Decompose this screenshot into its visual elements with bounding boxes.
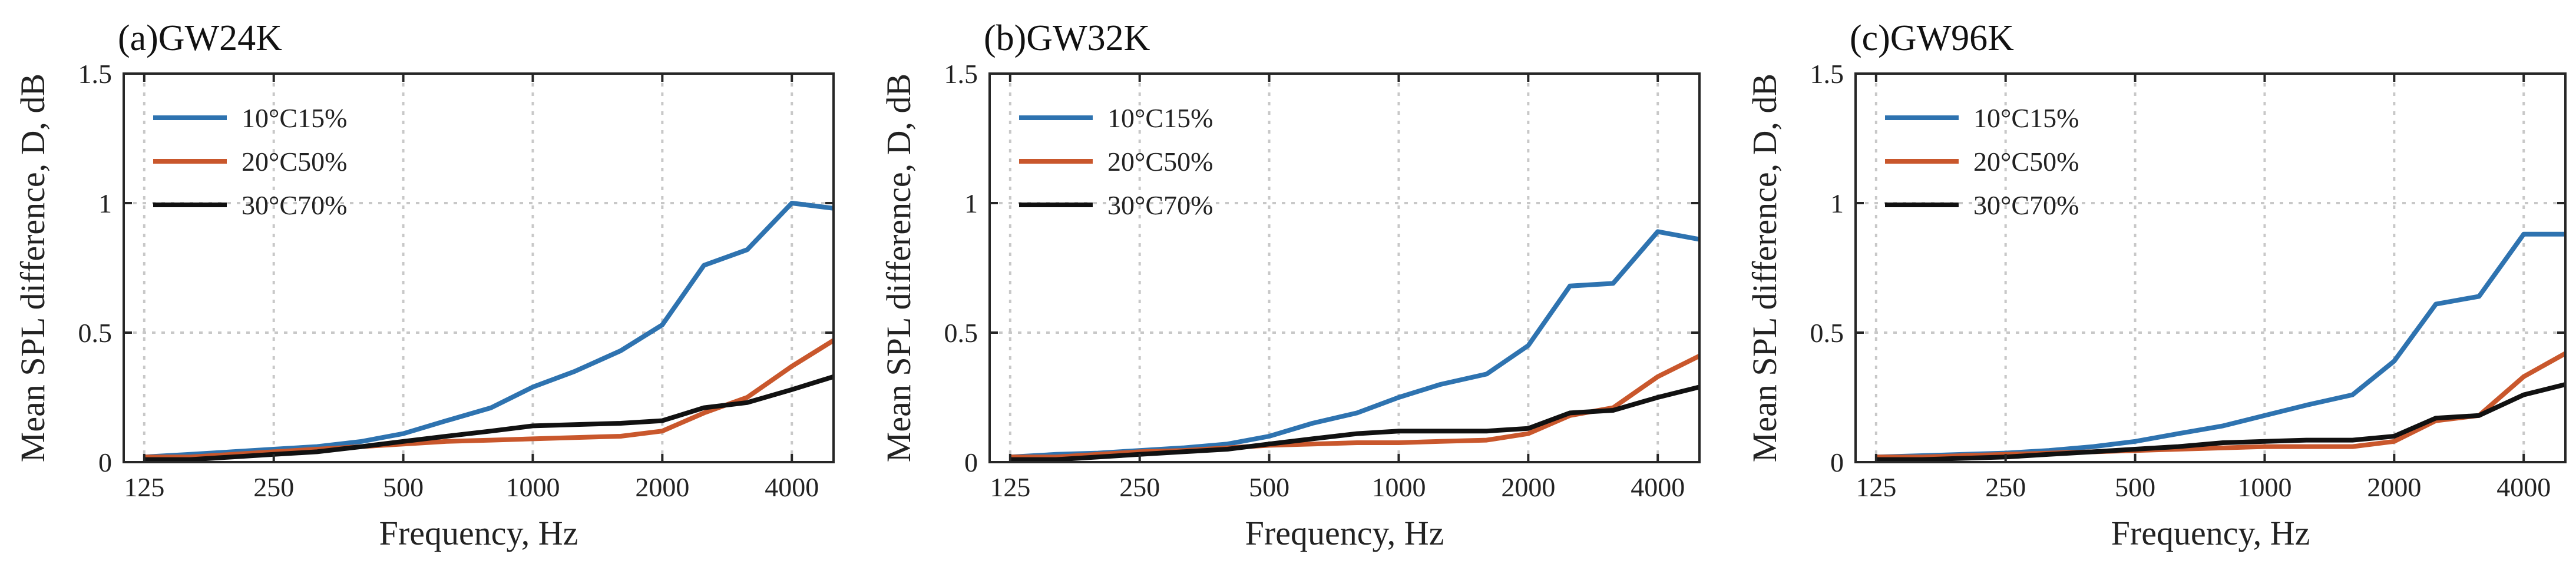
x-tick-label: 2000 [2367, 472, 2421, 502]
series-line-0 [144, 201, 834, 460]
panel-title: (b)GW32K [984, 18, 1150, 58]
y-tick-label: 1 [98, 188, 112, 218]
panel-0: 125 250 500 1000 2000 4000 0 0.5 1 1.5 Frequency, … [14, 18, 835, 552]
x-tick-label: 250 [1985, 472, 2026, 502]
axes-frame [988, 72, 1701, 463]
panel-2: 125 250 500 1000 2000 4000 0 0.5 1 1.5 Frequency, … [1745, 18, 2567, 552]
x-axis-label: Frequency, Hz [1245, 514, 1444, 552]
series-line-2 [1010, 384, 1700, 462]
y-tick-label: 0 [964, 447, 978, 477]
y-axis-label: Mean SPL difference, D, dB [14, 74, 52, 462]
x-tick-label: 500 [2115, 472, 2155, 502]
x-tick-label: 250 [253, 472, 294, 502]
x-tick-label: 125 [124, 472, 164, 502]
legend-label-2: 30°C70% [242, 190, 347, 220]
y-tick-label: 0.5 [944, 318, 978, 348]
x-tick-label: 4000 [2496, 472, 2551, 502]
legend-label-1: 20°C50% [242, 147, 347, 177]
x-axis-label: Frequency, Hz [2111, 514, 2310, 552]
series-line-2 [144, 374, 835, 462]
x-tick-label: 250 [1119, 472, 1160, 502]
legend-label-0: 10°C15% [1973, 103, 2079, 133]
y-tick-label: 0.5 [78, 318, 113, 348]
panel-title: (a)GW24K [118, 18, 282, 58]
x-tick-label: 125 [1856, 472, 1896, 502]
x-tick-label: 4000 [765, 472, 819, 502]
x-tick-label: 1000 [505, 472, 560, 502]
y-tick-label: 1.5 [944, 59, 978, 89]
y-tick-label: 0 [1830, 447, 1844, 477]
series-line-0 [1010, 229, 1700, 460]
axes-frame [123, 72, 835, 463]
y-tick-label: 1 [964, 188, 978, 218]
x-tick-label: 500 [1249, 472, 1289, 502]
y-tick-label: 1 [1830, 188, 1844, 218]
legend-label-1: 20°C50% [1107, 147, 1213, 177]
y-tick-label: 0.5 [1810, 318, 1844, 348]
x-tick-label: 125 [990, 472, 1030, 502]
x-tick-label: 1000 [1371, 472, 1426, 502]
series-line-2 [1876, 382, 2566, 462]
y-axis-label: Mean SPL difference, D, dB [1745, 74, 1784, 462]
legend-label-1: 20°C50% [1973, 147, 2079, 177]
y-tick-label: 1.5 [1810, 59, 1844, 89]
x-tick-label: 2000 [635, 472, 689, 502]
x-axis-label: Frequency, Hz [379, 514, 578, 552]
legend-label-0: 10°C15% [1107, 103, 1213, 133]
series-line-0 [1876, 231, 2565, 460]
x-tick-label: 4000 [1631, 472, 1685, 502]
x-tick-label: 1000 [2237, 472, 2291, 502]
legend-label-2: 30°C70% [1973, 190, 2079, 220]
series-line-1 [1010, 354, 1701, 460]
axes-frame [1854, 72, 2567, 463]
legend-label-0: 10°C15% [242, 103, 347, 133]
y-tick-label: 1.5 [78, 59, 113, 89]
legend-label-2: 30°C70% [1107, 190, 1213, 220]
y-tick-label: 0 [98, 447, 112, 477]
x-tick-label: 2000 [1501, 472, 1555, 502]
y-axis-label: Mean SPL difference, D, dB [879, 74, 918, 462]
series-line-1 [144, 338, 835, 460]
panel-1: 125 250 500 1000 2000 4000 0 0.5 1 1.5 Frequency, … [879, 18, 1701, 552]
panel-title: (c)GW96K [1850, 18, 2014, 58]
x-tick-label: 500 [383, 472, 424, 502]
